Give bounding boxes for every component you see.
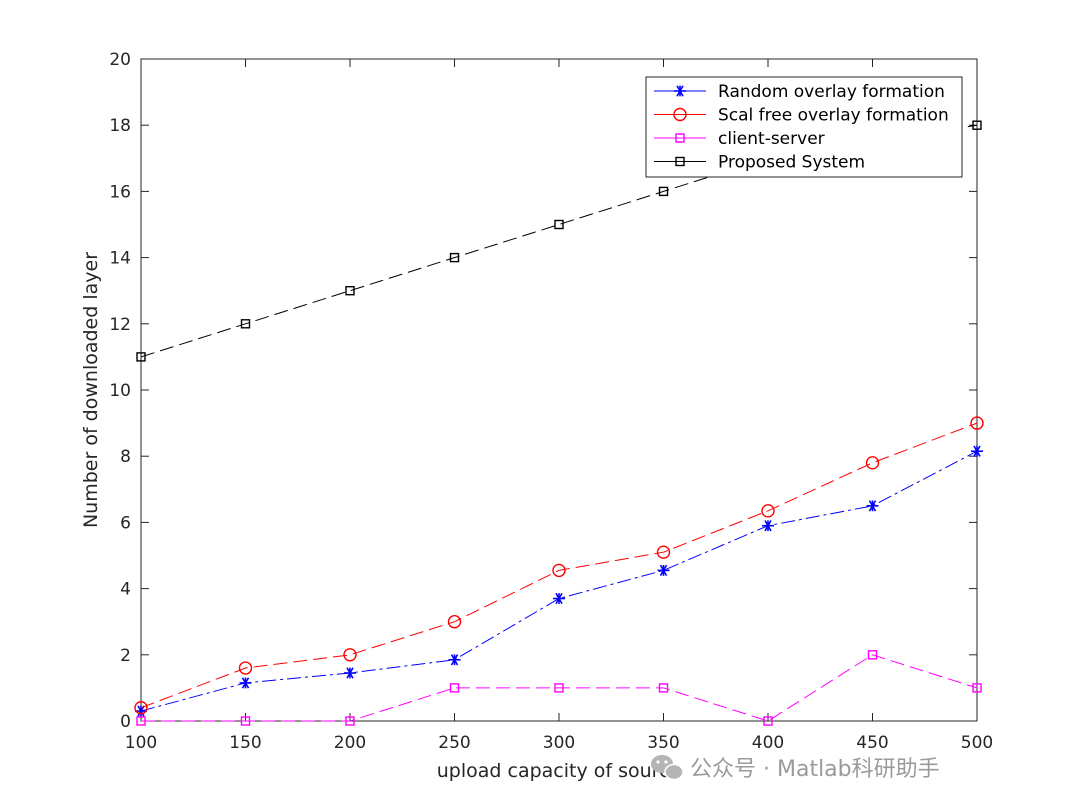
legend-label: Proposed System — [718, 153, 865, 173]
x-tick-label: 300 — [543, 733, 575, 753]
data-point — [449, 683, 460, 693]
data-point — [866, 500, 879, 512]
y-tick-label: 8 — [120, 447, 131, 467]
data-point — [552, 563, 566, 578]
data-point — [448, 654, 461, 666]
x-axis-label: upload capacity of source — [437, 760, 681, 782]
series-1 — [134, 416, 984, 715]
series-layer — [134, 120, 984, 726]
legend-label: client-server — [718, 129, 825, 149]
y-tick-label: 14 — [109, 249, 131, 269]
series-2 — [136, 650, 982, 726]
legend-marker — [675, 133, 685, 143]
legend-item: client-server — [654, 129, 825, 149]
legend-label: Random overlay formation — [718, 82, 945, 102]
x-tick-label: 450 — [856, 733, 888, 753]
data-point — [447, 615, 462, 629]
data-point — [658, 683, 669, 693]
legend-label: Scal free overlay formation — [718, 106, 949, 126]
y-tick-label: 20 — [109, 50, 131, 70]
legend: Random overlay formation Scal free overla… — [645, 76, 963, 178]
x-tick-label: 200 — [334, 733, 366, 753]
axis-ticks: 100 150 200 250 300 350 400 450 500 0 2 4 6 8 10 12 14 16… — [109, 50, 993, 753]
data-point — [343, 648, 357, 662]
y-tick-label: 10 — [109, 381, 131, 401]
x-tick-label: 150 — [229, 733, 261, 753]
data-point — [657, 564, 670, 577]
y-tick-label: 6 — [120, 513, 131, 533]
data-point — [345, 716, 355, 726]
y-tick-label: 18 — [109, 116, 131, 136]
data-point — [553, 592, 565, 605]
series-0 — [135, 445, 983, 717]
wechat-icon — [651, 755, 684, 781]
data-point — [761, 504, 775, 518]
x-tick-label: 250 — [438, 733, 470, 753]
y-tick-label: 12 — [109, 315, 131, 335]
legend-marker — [673, 107, 687, 122]
data-point — [345, 286, 355, 296]
data-point — [762, 520, 774, 532]
data-point — [240, 319, 251, 329]
watermark: 公众号 · Matlab科研助手 — [651, 755, 940, 782]
data-point — [344, 667, 356, 679]
data-point — [238, 661, 253, 675]
data-point — [867, 650, 878, 660]
y-tick-label: 0 — [120, 712, 131, 732]
watermark-text: 公众号 · Matlab科研助手 — [690, 757, 940, 782]
legend-item: Random overlay formation — [654, 82, 945, 102]
data-point — [554, 683, 564, 693]
data-point — [656, 545, 671, 559]
data-point — [554, 219, 564, 230]
data-point — [970, 416, 984, 430]
legend-item: Proposed System — [654, 153, 865, 173]
x-tick-label: 400 — [752, 733, 784, 753]
y-tick-label: 2 — [120, 646, 131, 666]
x-tick-label: 100 — [125, 733, 157, 753]
data-point — [136, 352, 146, 362]
x-tick-label: 500 — [961, 733, 993, 753]
data-point — [972, 683, 982, 693]
data-point — [449, 252, 460, 263]
legend-marker — [674, 85, 686, 97]
series-line — [140, 450, 978, 712]
data-point — [239, 677, 252, 689]
data-point — [658, 186, 669, 197]
data-point — [763, 716, 773, 726]
data-point — [240, 716, 251, 726]
y-tick-label: 4 — [120, 580, 131, 600]
data-point — [865, 456, 880, 470]
series-line — [140, 422, 978, 709]
data-point — [971, 445, 983, 457]
data-point — [136, 716, 146, 726]
series-line — [141, 654, 978, 722]
data-point — [972, 120, 982, 130]
legend-box — [645, 76, 963, 178]
y-tick-label: 16 — [109, 182, 131, 202]
x-tick-label: 350 — [647, 733, 679, 753]
data-point — [134, 701, 148, 715]
legend-marker — [675, 156, 685, 167]
legend-item: Scal free overlay formation — [654, 106, 949, 126]
y-axis-label: Number of downloaded layer — [80, 252, 102, 528]
